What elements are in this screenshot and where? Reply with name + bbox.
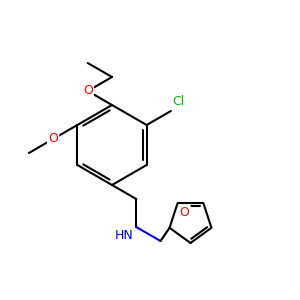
Text: O: O bbox=[83, 83, 93, 97]
Text: Cl: Cl bbox=[172, 95, 184, 108]
Text: O: O bbox=[180, 206, 189, 219]
Text: O: O bbox=[48, 133, 58, 146]
Text: HN: HN bbox=[115, 229, 133, 242]
